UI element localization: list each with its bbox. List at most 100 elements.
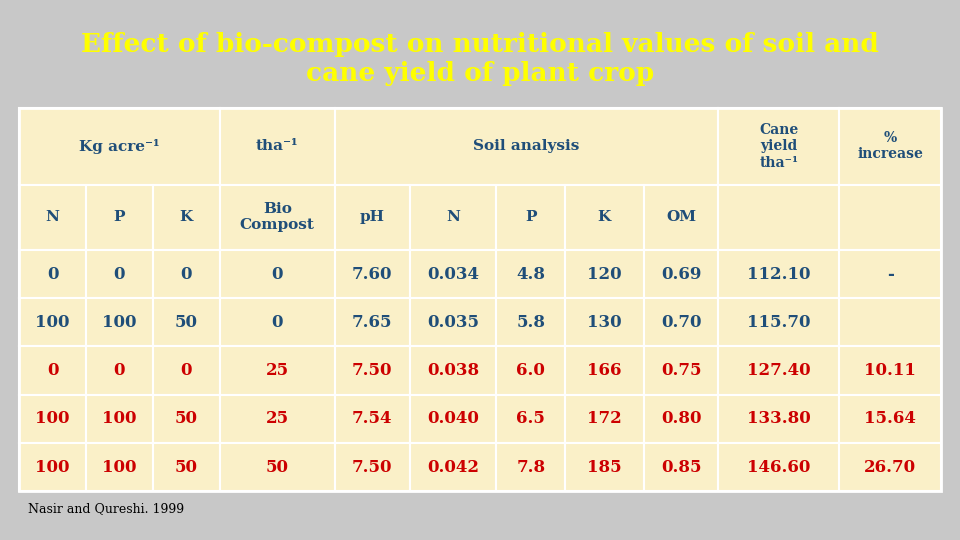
Bar xyxy=(220,185,335,250)
Text: 0: 0 xyxy=(113,362,125,379)
Bar xyxy=(496,185,565,250)
Bar xyxy=(86,298,153,347)
Text: 25: 25 xyxy=(266,362,289,379)
Text: 185: 185 xyxy=(588,459,622,476)
Bar xyxy=(718,185,839,250)
Text: 0: 0 xyxy=(272,314,283,331)
Text: 146.60: 146.60 xyxy=(747,459,810,476)
Bar xyxy=(410,185,496,250)
Text: 4.8: 4.8 xyxy=(516,266,545,282)
Text: 50: 50 xyxy=(175,410,198,428)
Bar xyxy=(220,443,335,491)
Bar xyxy=(410,298,496,347)
Bar xyxy=(410,395,496,443)
Bar xyxy=(565,250,643,298)
Text: 0.85: 0.85 xyxy=(660,459,701,476)
Text: 166: 166 xyxy=(588,362,622,379)
Bar xyxy=(153,395,220,443)
Text: 127.40: 127.40 xyxy=(747,362,811,379)
Text: 0.034: 0.034 xyxy=(427,266,479,282)
Text: 25: 25 xyxy=(266,410,289,428)
Bar xyxy=(220,250,335,298)
Bar xyxy=(643,298,718,347)
Bar xyxy=(86,443,153,491)
Text: 100: 100 xyxy=(36,459,70,476)
Text: 120: 120 xyxy=(588,266,622,282)
Bar xyxy=(19,443,86,491)
Bar xyxy=(565,395,643,443)
Bar xyxy=(839,395,941,443)
Text: -: - xyxy=(887,266,894,282)
Text: 7.50: 7.50 xyxy=(352,362,393,379)
Bar xyxy=(19,395,86,443)
Text: 0.040: 0.040 xyxy=(427,410,479,428)
Bar xyxy=(718,250,839,298)
Bar xyxy=(496,250,565,298)
Text: pH: pH xyxy=(360,210,385,224)
Text: Bio
Compost: Bio Compost xyxy=(240,202,315,232)
Bar xyxy=(839,298,941,347)
Bar xyxy=(643,185,718,250)
Text: %
increase: % increase xyxy=(857,131,924,161)
Bar xyxy=(839,250,941,298)
Text: 7.50: 7.50 xyxy=(352,459,393,476)
Bar xyxy=(839,443,941,491)
Bar xyxy=(643,443,718,491)
Text: 50: 50 xyxy=(266,459,289,476)
Text: Soil analysis: Soil analysis xyxy=(473,139,580,153)
Bar xyxy=(496,298,565,347)
Text: Cane
yield
tha⁻¹: Cane yield tha⁻¹ xyxy=(759,123,799,170)
Text: tha⁻¹: tha⁻¹ xyxy=(256,139,299,153)
Bar xyxy=(220,298,335,347)
Bar xyxy=(565,347,643,395)
Text: 50: 50 xyxy=(175,459,198,476)
Bar xyxy=(565,185,643,250)
Bar xyxy=(718,443,839,491)
Text: 50: 50 xyxy=(175,314,198,331)
Text: 0.038: 0.038 xyxy=(427,362,479,379)
Text: 5.8: 5.8 xyxy=(516,314,545,331)
Bar xyxy=(86,250,153,298)
Bar xyxy=(839,108,941,185)
Bar xyxy=(496,347,565,395)
Bar xyxy=(496,443,565,491)
Text: 100: 100 xyxy=(102,410,136,428)
Text: P: P xyxy=(113,210,125,224)
Text: P: P xyxy=(525,210,537,224)
Bar xyxy=(565,443,643,491)
Bar xyxy=(153,347,220,395)
Bar xyxy=(643,347,718,395)
Bar xyxy=(643,250,718,298)
Text: 100: 100 xyxy=(36,410,70,428)
Bar xyxy=(839,185,941,250)
Text: Effect of bio-compost on nutritional values of soil and
cane yield of plant crop: Effect of bio-compost on nutritional val… xyxy=(81,32,879,86)
Text: K: K xyxy=(180,210,193,224)
Text: 15.64: 15.64 xyxy=(864,410,916,428)
Bar xyxy=(410,443,496,491)
Bar xyxy=(335,395,410,443)
Text: 100: 100 xyxy=(102,314,136,331)
Bar xyxy=(335,298,410,347)
Text: Nasir and Qureshi. 1999: Nasir and Qureshi. 1999 xyxy=(29,502,184,515)
Text: 0: 0 xyxy=(47,266,59,282)
Text: 115.70: 115.70 xyxy=(747,314,810,331)
Bar xyxy=(496,395,565,443)
Bar xyxy=(335,108,718,185)
Bar xyxy=(718,108,839,185)
Text: OM: OM xyxy=(666,210,696,224)
Text: 7.8: 7.8 xyxy=(516,459,545,476)
Bar xyxy=(335,185,410,250)
Text: 130: 130 xyxy=(588,314,622,331)
Text: 0: 0 xyxy=(113,266,125,282)
Bar xyxy=(335,443,410,491)
Bar xyxy=(220,395,335,443)
Bar xyxy=(565,298,643,347)
Bar xyxy=(153,185,220,250)
Text: 100: 100 xyxy=(102,459,136,476)
Bar xyxy=(153,298,220,347)
Bar xyxy=(19,347,86,395)
Text: 7.54: 7.54 xyxy=(352,410,393,428)
Text: 6.5: 6.5 xyxy=(516,410,545,428)
Text: 7.60: 7.60 xyxy=(352,266,393,282)
Bar xyxy=(335,250,410,298)
